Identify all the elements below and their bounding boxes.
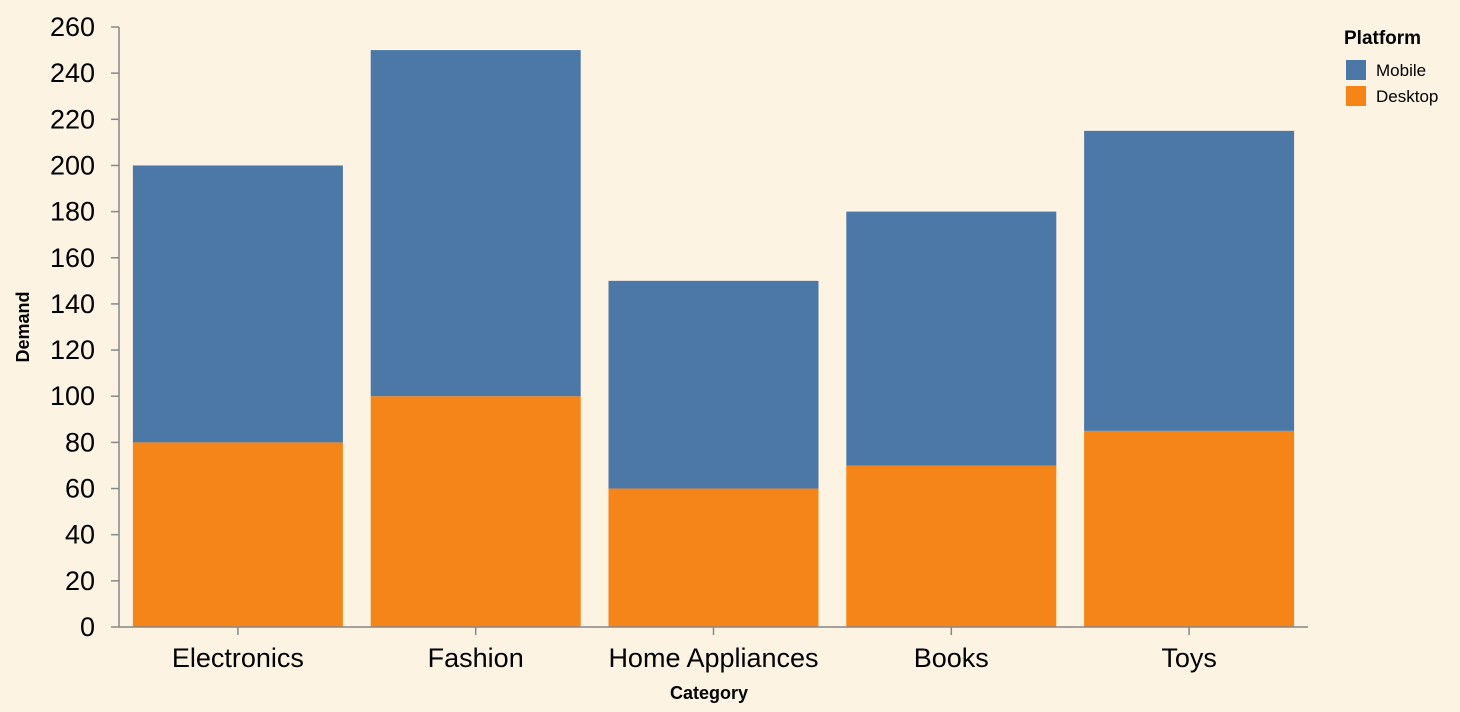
y-tick-label: 0	[80, 612, 95, 642]
bar-home-appliances-desktop	[608, 488, 819, 627]
y-tick-label: 260	[50, 12, 95, 42]
y-tick-label: 220	[50, 104, 95, 134]
bar-fashion-desktop	[370, 396, 581, 627]
y-tick-label: 240	[50, 58, 95, 88]
bar-toys-mobile	[1084, 130, 1295, 431]
bar-fashion-mobile	[370, 50, 581, 397]
bar-books-mobile	[846, 211, 1057, 466]
x-tick-label: Electronics	[172, 643, 304, 673]
bar-electronics-desktop	[132, 442, 343, 627]
x-axis-ticks: Electronics Fashion Home Appliances Books To…	[172, 627, 1217, 673]
x-axis-title: Category	[670, 683, 748, 703]
y-tick-label: 120	[50, 335, 95, 365]
y-axis-ticks: 0 20 40 60 80 100 120 140 160 180 200 220 240 260	[50, 12, 119, 642]
y-tick-label: 200	[50, 150, 95, 180]
x-tick-label: Toys	[1161, 643, 1217, 673]
bar-books-desktop	[846, 465, 1057, 627]
y-tick-label: 160	[50, 243, 95, 273]
x-tick-label: Books	[914, 643, 989, 673]
bar-toys-desktop	[1084, 430, 1295, 627]
y-axis-title: Demand	[13, 291, 33, 362]
y-tick-label: 60	[65, 474, 95, 504]
bar-electronics-mobile	[132, 165, 343, 443]
y-tick-label: 40	[65, 520, 95, 550]
legend-swatch-desktop	[1346, 86, 1366, 106]
x-tick-label: Home Appliances	[608, 643, 818, 673]
bars-layer	[132, 50, 1295, 627]
legend-items: Mobile Desktop	[1346, 60, 1438, 106]
legend-swatch-mobile	[1346, 60, 1366, 80]
y-tick-label: 180	[50, 197, 95, 227]
y-tick-label: 100	[50, 381, 95, 411]
y-axis: 0 20 40 60 80 100 120 140 160 180 200 220 240 260	[50, 12, 120, 642]
legend-label-mobile: Mobile	[1376, 61, 1426, 80]
legend-title: Platform	[1344, 28, 1421, 49]
y-tick-label: 80	[65, 427, 95, 457]
x-axis: Electronics Fashion Home Appliances Books To…	[119, 626, 1308, 673]
legend-label-desktop: Desktop	[1376, 87, 1438, 106]
x-tick-label: Fashion	[428, 643, 524, 673]
y-tick-label: 20	[65, 566, 95, 596]
y-tick-label: 140	[50, 289, 95, 319]
bar-home-appliances-mobile	[608, 280, 819, 489]
legend: Platform Mobile Desktop	[1344, 28, 1438, 106]
